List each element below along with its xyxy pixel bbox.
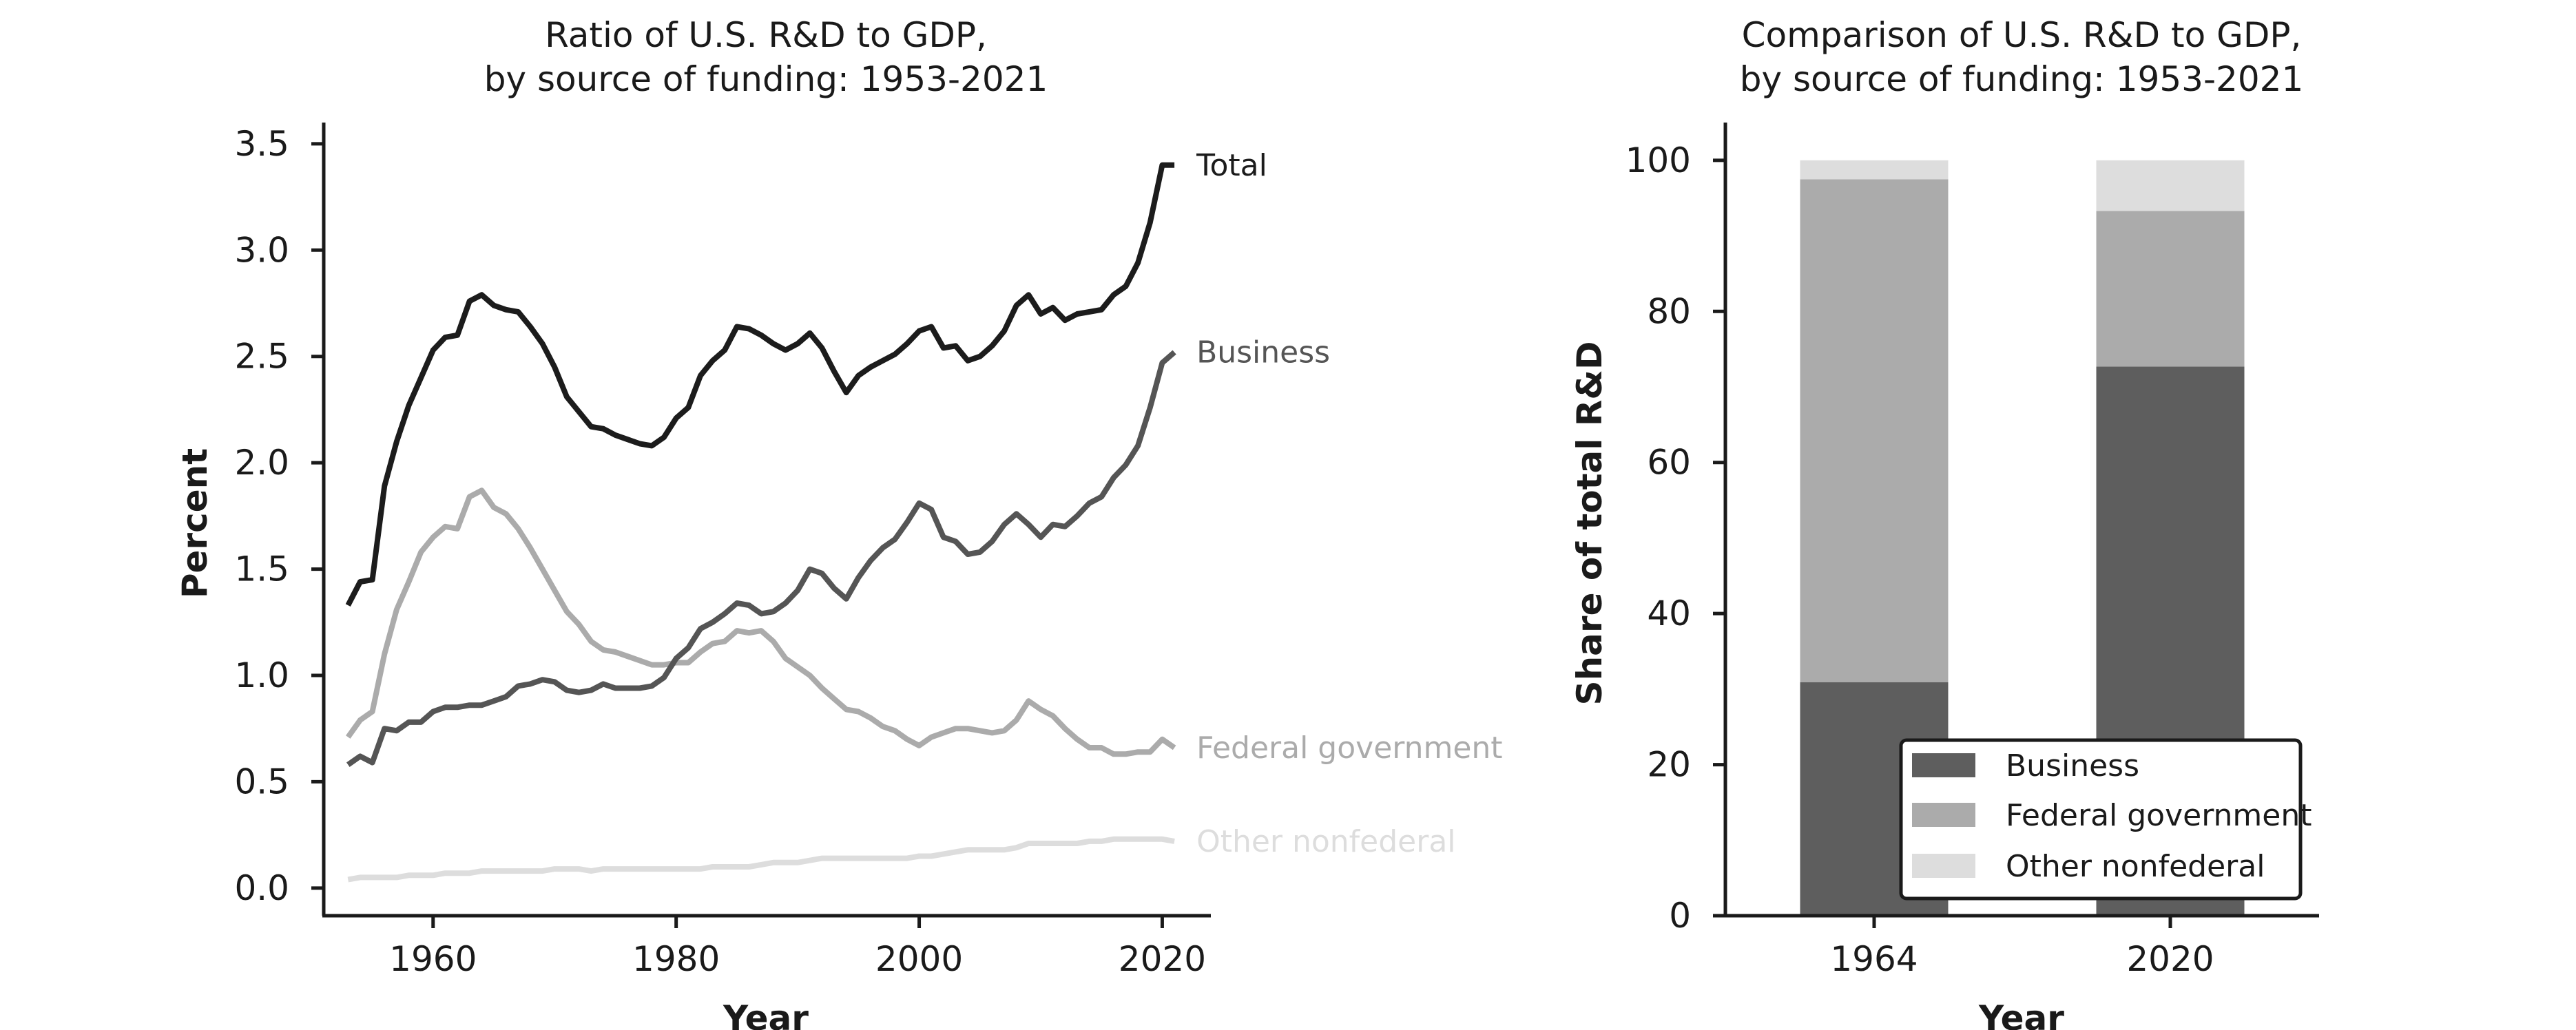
y-tick-label: 1.5 — [234, 549, 289, 589]
series-label-other-nonfederal: Other nonfederal — [1196, 824, 1455, 859]
series-label-federal-government: Federal government — [1196, 731, 1502, 766]
legend-swatch-federal-government — [1912, 803, 1975, 827]
series-line-other-nonfederal — [347, 836, 1175, 883]
bar-chart-title-line2: by source of funding: 1953-2021 — [1740, 59, 2304, 99]
line-chart: Ratio of U.S. R&D to GDP, by source of f… — [175, 15, 1503, 1030]
legend-swatch-other-nonfederal — [1912, 854, 1975, 878]
bar-chart-title-line1: Comparison of U.S. R&D to GDP, — [1742, 15, 2302, 55]
bar-chart-legend: Business Federal government Other nonfed… — [1899, 738, 2312, 901]
bar-chart-y-ticks: 0 20 40 60 80 100 — [1625, 140, 1725, 936]
legend-swatch-business — [1912, 753, 1975, 777]
series-line-federal-government — [346, 487, 1176, 757]
legend-label-other-nonfederal: Other nonfederal — [2006, 849, 2265, 884]
y-tick-label: 0.0 — [234, 868, 289, 908]
y-tick-label: 3.5 — [234, 124, 289, 164]
line-chart-y-ticks: 0.0 0.5 1.0 1.5 2.0 2.5 3.0 3.5 — [234, 124, 324, 908]
y-tick-label: 80 — [1647, 291, 1691, 331]
bar-chart-y-axis-label: Share of total R&D — [1570, 341, 1610, 706]
bar-federal-government-1964 — [1800, 179, 1949, 682]
line-chart-title-line1: Ratio of U.S. R&D to GDP, — [545, 15, 987, 55]
y-tick-label: 40 — [1647, 593, 1691, 633]
line-chart-series-labels: Other nonfederal Federal government Busine… — [1196, 148, 1502, 859]
line-chart-title-line2: by source of funding: 1953-2021 — [484, 59, 1048, 99]
series-label-business: Business — [1196, 335, 1330, 370]
x-tick-label: 1960 — [389, 939, 477, 979]
bar-other-nonfederal-1964 — [1800, 160, 1949, 180]
bar-other-nonfederal-2020 — [2096, 160, 2245, 211]
series-label-total: Total — [1196, 148, 1267, 183]
line-chart-y-axis-label: Percent — [175, 448, 215, 598]
bar-chart-x-axis-label: Year — [1978, 998, 2064, 1030]
y-tick-label: 0.5 — [234, 761, 289, 801]
x-tick-label: 1964 — [1830, 939, 1918, 979]
y-tick-label: 2.5 — [234, 337, 289, 377]
y-tick-label: 100 — [1625, 140, 1691, 180]
y-tick-label: 2.0 — [234, 443, 289, 483]
y-tick-label: 60 — [1647, 443, 1691, 483]
bar-federal-government-2020 — [2096, 211, 2245, 367]
bar-chart-x-ticks: 1964 2020 — [1830, 916, 2214, 979]
x-tick-label: 2020 — [1119, 939, 1206, 979]
y-tick-label: 20 — [1647, 745, 1691, 785]
x-tick-label: 2020 — [2126, 939, 2214, 979]
line-chart-x-axis-label: Year — [723, 998, 809, 1030]
legend-label-federal-government: Federal government — [2006, 798, 2312, 833]
line-chart-series — [345, 162, 1176, 883]
legend-frame — [1899, 738, 2303, 901]
y-tick-label: 1.0 — [234, 655, 289, 695]
x-tick-label: 1980 — [632, 939, 720, 979]
legend-label-business: Business — [2006, 748, 2139, 784]
line-chart-x-ticks: 1960 1980 2000 2020 — [389, 916, 1206, 979]
series-line-total — [345, 162, 1175, 607]
y-tick-label: 3.0 — [234, 230, 289, 270]
x-tick-label: 2000 — [875, 939, 963, 979]
y-tick-label: 0 — [1669, 896, 1691, 936]
bar-chart: Comparison of U.S. R&D to GDP, by source… — [1570, 15, 2319, 1030]
series-line-business — [346, 350, 1176, 767]
